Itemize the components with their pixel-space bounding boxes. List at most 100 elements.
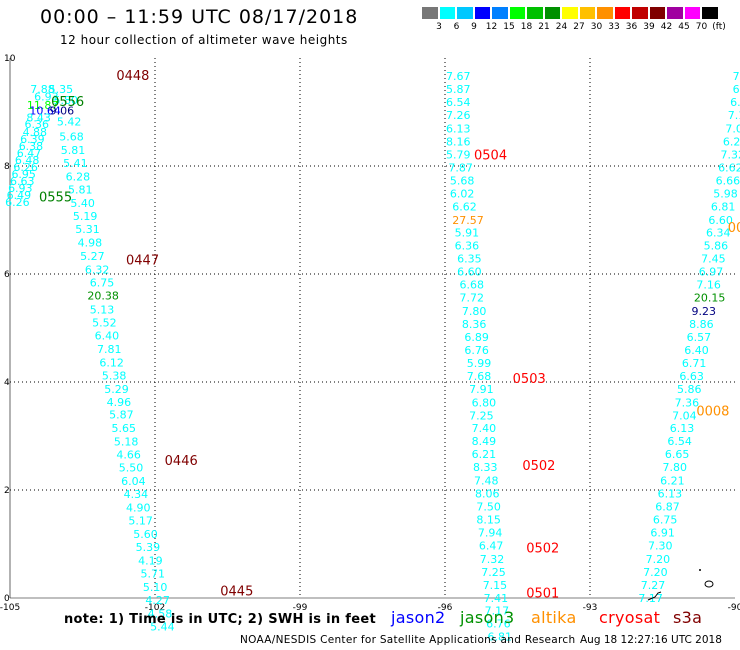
legend-swatch <box>456 6 474 20</box>
wave-height-value: 6.12 <box>99 356 124 369</box>
y-tick-label: 10 <box>4 54 16 64</box>
wave-height-value: 5.60 <box>133 528 158 541</box>
coastline-path <box>647 591 662 601</box>
wave-height-value: 6.54 <box>446 96 471 109</box>
legend-label: 42 <box>660 22 673 32</box>
wave-height-value: 6.91 <box>650 526 675 539</box>
time-label: 0448 <box>116 69 149 84</box>
wave-height-value: 4.27 <box>145 594 170 607</box>
wave-height-value: 6.89 <box>464 331 489 344</box>
wave-height-value: 6.34 <box>706 227 731 240</box>
legend-swatch <box>666 6 684 20</box>
wave-height-value: 5.68 <box>59 131 84 144</box>
wave-height-value: 6.75 <box>653 513 678 526</box>
wave-height-value: 6.13 <box>670 422 695 435</box>
map-frame <box>9 58 735 599</box>
legend-label: 24 <box>555 22 568 32</box>
wave-height-value: 6.63 <box>10 175 35 188</box>
x-tick-label: -99 <box>293 603 308 613</box>
wave-height-value: 7.88 <box>30 83 55 96</box>
legend-label: 18 <box>520 22 533 32</box>
x-tick-label: -105 <box>0 603 20 613</box>
wave-height-value: 6.35 <box>457 253 482 266</box>
wave-height-value: 6.32 <box>85 263 110 276</box>
legend-swatch <box>508 6 526 20</box>
wave-height-value: 4.19 <box>138 555 163 568</box>
wave-height-value: 7.32 <box>721 148 740 161</box>
wave-height-value: 11.87 <box>27 99 58 112</box>
wave-height-value: 6.49 <box>7 189 32 202</box>
wave-height-value: 6.81 <box>711 200 736 213</box>
legend-swatch <box>631 6 649 20</box>
satellite-jason3: jason3 <box>460 608 515 627</box>
wave-height-value: 7.20 <box>646 553 671 566</box>
wave-height-value: 7.87 <box>448 161 473 174</box>
wave-height-value: 5.65 <box>112 422 137 435</box>
y-tick-label: 0 <box>4 594 10 604</box>
time-label: 0504 <box>474 149 507 164</box>
legend-label: 21 <box>538 22 550 32</box>
color-legend <box>421 6 719 20</box>
wave-height-value: 5.87 <box>109 409 134 422</box>
legend-label: 45 <box>678 22 690 32</box>
wave-height-value: 7.41 <box>484 592 509 605</box>
wave-height-value: 6.60 <box>708 214 733 227</box>
axis-ticks: -105 -102 -99 -96 -93 -90 0 2 4 6 8 10 <box>0 54 740 613</box>
wave-height-value: 7.91 <box>469 383 494 396</box>
footer-note: note: 1) Time is in UTC; 2) SWH is in fe… <box>64 612 376 627</box>
wave-height-value: 6.40 <box>95 329 120 342</box>
wave-height-value: 20.38 <box>87 289 119 302</box>
page-subtitle: 12 hour collection of altimeter wave hei… <box>60 33 348 47</box>
legend-label: 12 <box>485 22 498 32</box>
satellite-jason2: jason2 <box>391 608 446 627</box>
wave-height-value: 8.86 <box>689 318 714 331</box>
legend-swatch <box>578 6 596 20</box>
wave-height-value: 6.62 <box>452 200 477 213</box>
wave-height-value: 7.94 <box>478 526 503 539</box>
wave-height-value: 5.40 <box>70 197 95 210</box>
wave-height-value: 5.68 <box>450 174 475 187</box>
wave-height-value: 6.57 <box>687 331 712 344</box>
wave-height-value: 6.79 <box>733 83 740 96</box>
wave-height-value: 27.57 <box>452 214 484 227</box>
time-label: 0446 <box>165 454 198 469</box>
wave-height-value: 6.60 <box>457 266 482 279</box>
x-tick-label: -96 <box>438 603 453 613</box>
legend-swatch <box>613 6 631 20</box>
wave-height-value: 6.28 <box>66 171 91 184</box>
wave-height-value: 9.23 <box>692 305 717 318</box>
wave-height-value: 7.68 <box>467 370 492 383</box>
time-label: 0008 <box>696 404 729 419</box>
satellite-altika: altika <box>531 608 577 627</box>
wave-height-value: 8.36 <box>462 318 487 331</box>
wave-height-value: 6.66 <box>716 174 740 187</box>
wave-height-value: 6.71 <box>682 357 707 370</box>
wave-height-value: 7.15 <box>483 579 508 592</box>
wave-height-value: 6.02 <box>450 187 475 200</box>
wave-height-value: 6.97 <box>699 266 724 279</box>
wave-height-value: 6.75 <box>90 276 115 289</box>
wave-height-value: 7.80 <box>663 461 688 474</box>
wave-height-value: 8.15 <box>476 513 501 526</box>
wave-height-value: 6.21 <box>472 448 497 461</box>
wave-height-value: 5.19 <box>73 210 98 223</box>
satellite-cryosat: cryosat <box>599 608 661 627</box>
wave-height-value: 5.13 <box>90 303 115 316</box>
wave-height-value: 6.62 <box>718 161 740 174</box>
wave-height-value: 5.18 <box>114 436 138 449</box>
wave-height-value: 7.20 <box>643 566 668 579</box>
wave-height-value: 6.47 <box>17 147 42 160</box>
wave-height-value: 4.88 <box>23 126 48 139</box>
footer-timestamp: Aug 18 12:27:16 UTC 2018 <box>580 634 722 646</box>
island-dot <box>699 569 701 571</box>
x-tick-label: -102 <box>145 603 165 613</box>
wave-height-value: 20.15 <box>694 292 726 305</box>
wave-height-value: 5.17 <box>128 515 153 528</box>
wave-height-value: 8.43 <box>26 112 51 125</box>
wave-height-value: 6.38 <box>19 140 44 153</box>
wave-height-value: 7.67 <box>446 70 471 83</box>
wave-height-value: 5.81 <box>61 144 86 157</box>
legend-swatch <box>648 6 666 20</box>
wave-height-value: 5.27 <box>80 250 105 263</box>
